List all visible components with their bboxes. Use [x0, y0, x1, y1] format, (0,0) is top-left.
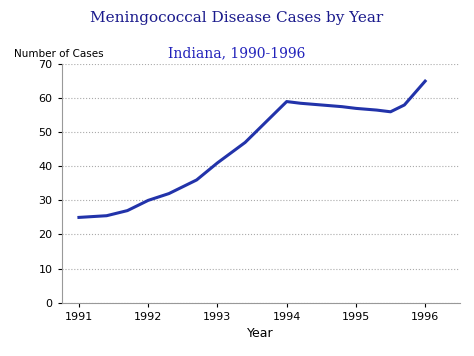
Text: Meningococcal Disease Cases by Year: Meningococcal Disease Cases by Year — [91, 11, 383, 25]
Text: Indiana, 1990-1996: Indiana, 1990-1996 — [168, 46, 306, 60]
Text: Number of Cases: Number of Cases — [14, 49, 103, 59]
X-axis label: Year: Year — [247, 327, 274, 340]
